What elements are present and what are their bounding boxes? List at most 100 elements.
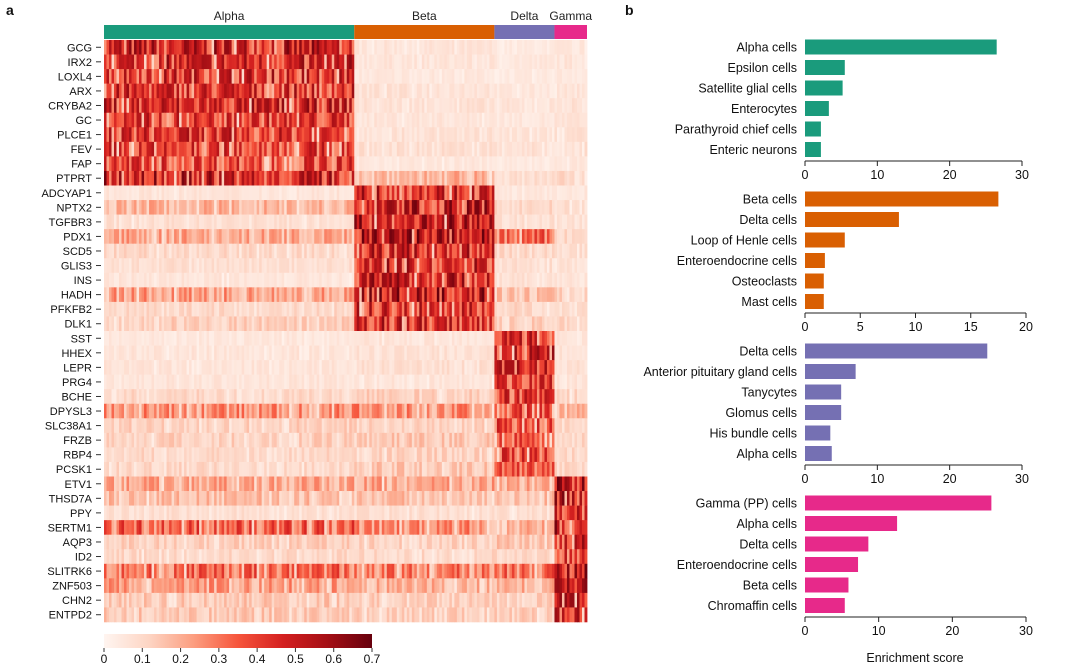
- heatmap-cell: [501, 360, 505, 375]
- heatmap-cell: [139, 301, 142, 317]
- heatmap-cell: [404, 331, 408, 346]
- heatmap-cell: [259, 214, 263, 230]
- heatmap-cell: [539, 360, 543, 375]
- heatmap-cell: [304, 69, 308, 84]
- heatmap-cell: [366, 200, 370, 215]
- heatmap-cell: [434, 243, 438, 259]
- heatmap-cell: [429, 301, 433, 317]
- heatmap-cell: [489, 287, 493, 303]
- heatmap-cell: [566, 316, 570, 332]
- heatmap-cell: [551, 170, 555, 186]
- heatmap-cell: [386, 403, 390, 419]
- heatmap-cell: [334, 316, 338, 332]
- heatmap-cell: [159, 40, 162, 55]
- heatmap-cell: [311, 69, 315, 84]
- heatmap-cell: [249, 83, 253, 99]
- heatmap-cell: [436, 287, 440, 303]
- heatmap-cell: [334, 185, 338, 201]
- heatmap-cell: [356, 200, 360, 215]
- heatmap-cell: [394, 112, 398, 128]
- heatmap-cell: [406, 301, 410, 317]
- heatmap-cell: [181, 403, 185, 419]
- heatmap-cell: [254, 214, 258, 230]
- heatmap-cell: [509, 287, 513, 303]
- heatmap-cell: [499, 345, 503, 361]
- heatmap-cell: [396, 272, 400, 288]
- heatmap-cell: [361, 374, 365, 390]
- heatmap-cell: [544, 141, 548, 157]
- heatmap-cell: [244, 214, 248, 230]
- heatmap-cell: [451, 127, 455, 143]
- heatmap-cell: [354, 112, 358, 128]
- heatmap-cell: [184, 389, 187, 405]
- heatmap-cell: [496, 200, 500, 215]
- heatmap-cell: [249, 141, 253, 157]
- heatmap-cell: [399, 98, 403, 114]
- heatmap-cell: [266, 185, 270, 201]
- heatmap-cell: [249, 127, 253, 143]
- heatmap-cell: [249, 156, 253, 172]
- heatmap-cell: [229, 316, 233, 332]
- heatmap-cell: [359, 156, 363, 172]
- heatmap-cell: [319, 258, 323, 274]
- heatmap-cell: [511, 127, 515, 143]
- heatmap-cell: [486, 360, 490, 375]
- heatmap-cell: [474, 258, 478, 274]
- heatmap-cell: [494, 69, 498, 84]
- heatmap-cell: [471, 40, 475, 55]
- heatmap-cell: [211, 156, 215, 172]
- heatmap-cell: [524, 185, 528, 201]
- heatmap-cell: [529, 360, 533, 375]
- heatmap-cell: [281, 112, 285, 128]
- heatmap-cell: [306, 389, 310, 405]
- heatmap-cell: [296, 331, 300, 346]
- heatmap-cell: [146, 112, 150, 128]
- heatmap-cell: [149, 69, 152, 84]
- heatmap-cell: [409, 287, 413, 303]
- heatmap-cell: [199, 83, 202, 99]
- heatmap-cell: [286, 272, 290, 288]
- heatmap-cell: [584, 69, 588, 84]
- heatmap-cell: [301, 360, 305, 375]
- heatmap-cell: [551, 185, 555, 201]
- heatmap-cell: [576, 389, 580, 405]
- heatmap-cell: [456, 272, 460, 288]
- heatmap-cell: [461, 345, 465, 361]
- heatmap-cell: [541, 156, 545, 172]
- heatmap-cell: [371, 200, 375, 215]
- heatmap-cell: [136, 389, 140, 405]
- heatmap-cell: [346, 69, 350, 84]
- heatmap-cell: [549, 360, 553, 375]
- heatmap-cell: [574, 229, 578, 244]
- heatmap-cell: [446, 287, 450, 303]
- heatmap-cell: [286, 127, 290, 143]
- heatmap-cell: [209, 83, 213, 99]
- heatmap-cell: [496, 214, 500, 230]
- heatmap-cell: [414, 141, 418, 157]
- heatmap-cell: [574, 389, 578, 405]
- heatmap-cell: [464, 301, 468, 317]
- heatmap-cell: [176, 331, 180, 346]
- heatmap-cell: [366, 331, 370, 346]
- heatmap-cell: [136, 112, 140, 128]
- heatmap-cell: [256, 389, 260, 405]
- heatmap-cell: [564, 331, 568, 346]
- heatmap-cell: [116, 69, 120, 84]
- heatmap-cell: [424, 301, 428, 317]
- heatmap-cell: [291, 98, 295, 114]
- heatmap-cell: [359, 374, 363, 390]
- heatmap-cell: [219, 331, 223, 346]
- heatmap-cell: [204, 112, 207, 128]
- heatmap-cell: [576, 83, 580, 99]
- heatmap-cell: [319, 200, 323, 215]
- heatmap-cell: [449, 54, 453, 70]
- heatmap-cell: [139, 403, 142, 419]
- heatmap-cell: [294, 69, 298, 84]
- heatmap-cell: [446, 243, 450, 259]
- heatmap-cell: [351, 98, 355, 114]
- heatmap-cell: [406, 54, 410, 70]
- heatmap-cell: [421, 141, 425, 157]
- heatmap-cell: [186, 170, 190, 186]
- heatmap-cell: [536, 40, 540, 55]
- heatmap-cell: [146, 127, 150, 143]
